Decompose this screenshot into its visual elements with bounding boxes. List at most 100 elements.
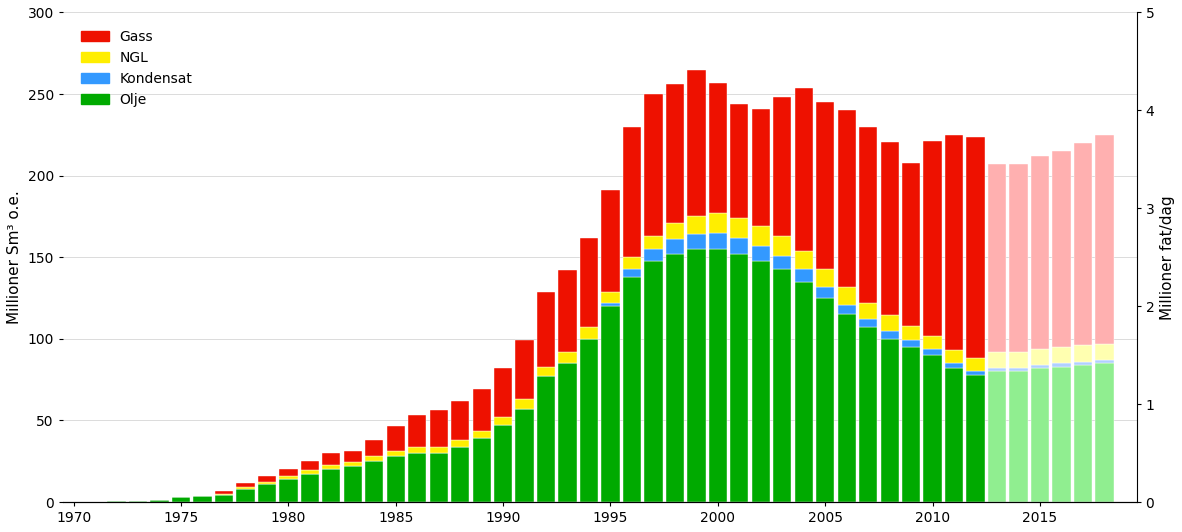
Bar: [794, 282, 813, 502]
Bar: [881, 315, 898, 331]
Bar: [730, 104, 748, 218]
Bar: [515, 340, 534, 399]
Bar: [300, 461, 319, 470]
Bar: [1031, 368, 1050, 502]
Bar: [494, 425, 512, 502]
Bar: [515, 409, 534, 502]
Bar: [452, 440, 469, 446]
Bar: [537, 367, 556, 376]
Bar: [838, 110, 856, 287]
Bar: [816, 298, 834, 502]
Bar: [967, 137, 985, 358]
Bar: [258, 484, 277, 502]
Bar: [473, 388, 491, 431]
Bar: [988, 164, 1006, 352]
Bar: [730, 238, 748, 254]
Bar: [816, 287, 834, 298]
Bar: [515, 399, 534, 409]
Bar: [944, 135, 963, 350]
Bar: [988, 368, 1006, 371]
Bar: [944, 350, 963, 363]
Bar: [429, 447, 448, 453]
Bar: [387, 451, 405, 456]
Bar: [881, 339, 898, 502]
Bar: [537, 292, 556, 367]
Bar: [623, 257, 641, 269]
Bar: [1052, 363, 1071, 367]
Bar: [1096, 363, 1113, 502]
Bar: [236, 489, 254, 502]
Bar: [816, 269, 834, 287]
Bar: [838, 287, 856, 304]
Bar: [558, 363, 577, 502]
Bar: [902, 326, 921, 340]
Bar: [923, 355, 942, 502]
Bar: [1031, 156, 1050, 348]
Bar: [602, 292, 619, 303]
Bar: [644, 236, 663, 249]
Bar: [580, 327, 598, 339]
Bar: [988, 352, 1006, 368]
Bar: [323, 466, 340, 469]
Y-axis label: Millioner fat/dag: Millioner fat/dag: [1160, 195, 1175, 320]
Bar: [215, 494, 233, 495]
Bar: [623, 127, 641, 257]
Bar: [473, 431, 491, 438]
Bar: [687, 249, 706, 502]
Bar: [1009, 164, 1027, 352]
Bar: [665, 254, 684, 502]
Bar: [1073, 365, 1092, 502]
Bar: [558, 270, 577, 352]
Bar: [644, 261, 663, 502]
Bar: [323, 469, 340, 502]
Bar: [752, 246, 769, 261]
Bar: [279, 476, 298, 479]
Bar: [687, 217, 706, 235]
Bar: [665, 223, 684, 239]
Bar: [730, 254, 748, 502]
Bar: [859, 319, 877, 327]
Bar: [923, 140, 942, 336]
Bar: [452, 401, 469, 440]
Bar: [1009, 352, 1027, 368]
Bar: [1009, 368, 1027, 371]
Bar: [558, 352, 577, 363]
Bar: [1031, 348, 1050, 365]
Bar: [236, 483, 254, 487]
Bar: [709, 249, 727, 502]
Bar: [859, 127, 877, 303]
Bar: [794, 269, 813, 282]
Bar: [258, 481, 277, 484]
Bar: [794, 251, 813, 269]
Bar: [108, 501, 125, 502]
Bar: [623, 269, 641, 277]
Bar: [730, 218, 748, 238]
Bar: [1031, 365, 1050, 368]
Bar: [344, 451, 362, 462]
Bar: [838, 304, 856, 314]
Bar: [323, 453, 340, 466]
Bar: [773, 255, 792, 269]
Bar: [279, 469, 298, 476]
Bar: [644, 94, 663, 236]
Bar: [902, 347, 921, 502]
Bar: [923, 350, 942, 355]
Bar: [773, 97, 792, 236]
Bar: [794, 87, 813, 251]
Bar: [473, 438, 491, 502]
Y-axis label: Millioner Sm³ o.e.: Millioner Sm³ o.e.: [7, 190, 22, 324]
Bar: [408, 447, 427, 453]
Bar: [194, 496, 212, 502]
Bar: [194, 495, 212, 496]
Bar: [752, 226, 769, 246]
Bar: [773, 269, 792, 502]
Bar: [687, 70, 706, 217]
Bar: [944, 363, 963, 368]
Bar: [429, 410, 448, 447]
Bar: [709, 233, 727, 249]
Bar: [429, 453, 448, 502]
Bar: [1073, 362, 1092, 365]
Bar: [1009, 371, 1027, 502]
Bar: [1096, 344, 1113, 360]
Bar: [623, 277, 641, 502]
